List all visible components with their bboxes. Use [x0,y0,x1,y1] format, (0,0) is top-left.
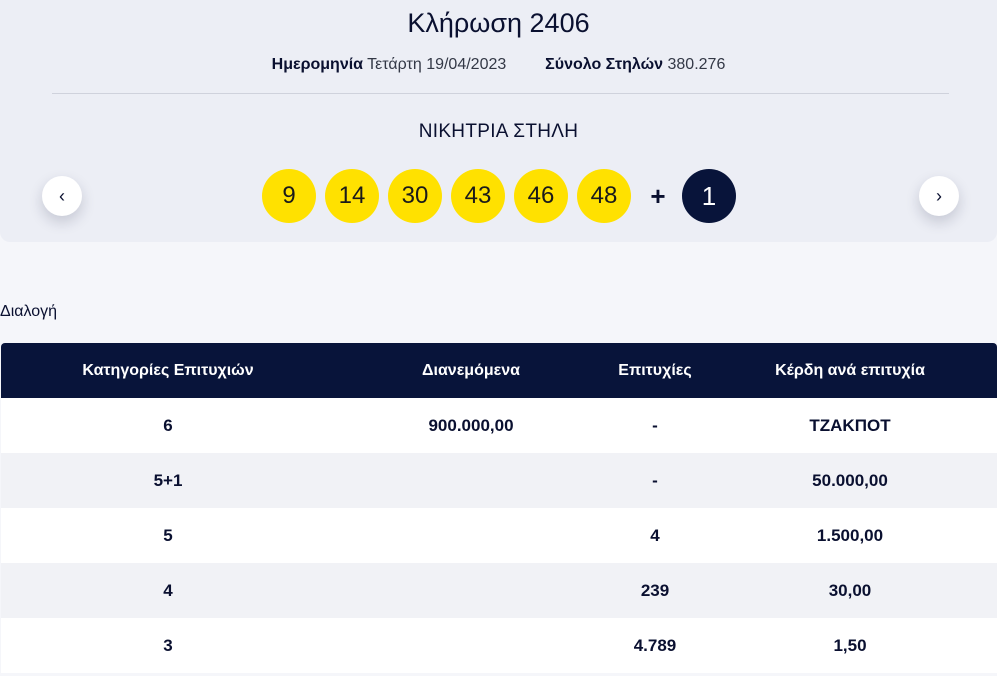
date-value: Τετάρτη 19/04/2023 [367,56,507,73]
breakdown-label: Διαλογή [0,303,58,320]
chevron-left-icon: ‹ [59,185,65,206]
cell-category: 3 [163,635,173,655]
cell-prize: ΤΖΑΚΠΟΤ [809,415,891,435]
joker-ball: 1 [682,169,736,223]
cell-category: 5 [163,525,173,545]
header-distributed: Διανεμόμενα [422,361,520,379]
prize-breakdown-table: Κατηγορίες Επιτυχιών Διανεμόμενα Επιτυχί… [1,343,997,673]
cell-prize: 30,00 [828,580,872,600]
cell-winners: 4.789 [633,635,677,655]
cell-category: 5+1 [153,470,183,490]
header-categories: Κατηγορίες Επιτυχιών [82,361,254,379]
cell-winners: 4 [650,525,660,545]
plus-sign: + [650,180,666,211]
number-ball: 14 [325,169,379,223]
draw-title: Κλήρωση 2406 [407,8,590,38]
table-header: Κατηγορίες Επιτυχιών Διανεμόμενα Επιτυχί… [1,343,997,398]
draw-meta: Ημερομηνία Τετάρτη 19/04/2023 Σύνολο Στη… [0,56,997,74]
number-ball: 43 [451,169,505,223]
number-ball: 30 [388,169,442,223]
divider [52,93,949,94]
header-prize-per-winner: Κέρδη ανά επιτυχία [775,361,925,379]
table-row: 3 4.789 1,50 [1,618,997,673]
cell-winners: - [652,470,658,490]
number-ball: 48 [577,169,631,223]
cell-winners: - [652,415,658,435]
columns-value: 380.276 [667,56,726,73]
number-ball: 9 [262,169,316,223]
cell-winners: 239 [640,580,670,600]
next-draw-button[interactable]: › [919,176,959,216]
cell-category: 6 [163,415,173,435]
cell-prize: 50.000,00 [812,470,888,490]
table-row: 5+1 - 50.000,00 [1,453,997,508]
columns-label: Σύνολο Στηλών [545,56,664,73]
header-winners: Επιτυχίες [618,361,692,379]
cell-distributed: 900.000,00 [428,415,514,435]
winning-numbers: 9 14 30 43 46 48 + 1 [262,169,736,223]
table-row: 4 239 30,00 [1,563,997,618]
table-row: 5 4 1.500,00 [1,508,997,563]
cell-prize: 1.500,00 [816,525,884,545]
cell-category: 4 [163,580,173,600]
winning-column-title: ΝΙΚΗΤΡΙΑ ΣΤΗΛΗ [418,121,579,142]
previous-draw-button[interactable]: ‹ [42,176,82,216]
table-row: 6 900.000,00 - ΤΖΑΚΠΟΤ [1,398,997,453]
date-label: Ημερομηνία [271,56,363,73]
chevron-right-icon: › [936,185,942,206]
cell-prize: 1,50 [833,635,867,655]
number-ball: 46 [514,169,568,223]
